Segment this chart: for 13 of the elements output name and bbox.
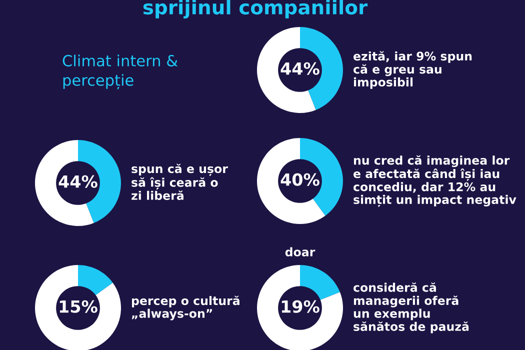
data-label: 19%: [282, 300, 320, 313]
data-label: 40%: [280, 173, 320, 186]
text: doar: [285, 247, 316, 256]
text: spun că e ușor să își ceară o zi liberă: [132, 164, 228, 200]
text: percep o cultură „always-on”: [132, 296, 240, 320]
text: consideră că managerii oferă un exemplu sănătos de pauză: [354, 282, 469, 334]
text: Climat intern & percepție: [62, 54, 178, 90]
text: sprijinul companiilor: [143, 0, 368, 18]
data-label: 44%: [58, 175, 98, 188]
data-label: 15%: [60, 300, 98, 313]
data-label: 44%: [280, 62, 320, 75]
text: ezită, iar 9% spun că e greu sau imposibil: [354, 51, 472, 89]
text: nu cred că imaginea lor e afectată când își iau concediu, dar 12% au simțit un impact negativ: [354, 155, 516, 207]
